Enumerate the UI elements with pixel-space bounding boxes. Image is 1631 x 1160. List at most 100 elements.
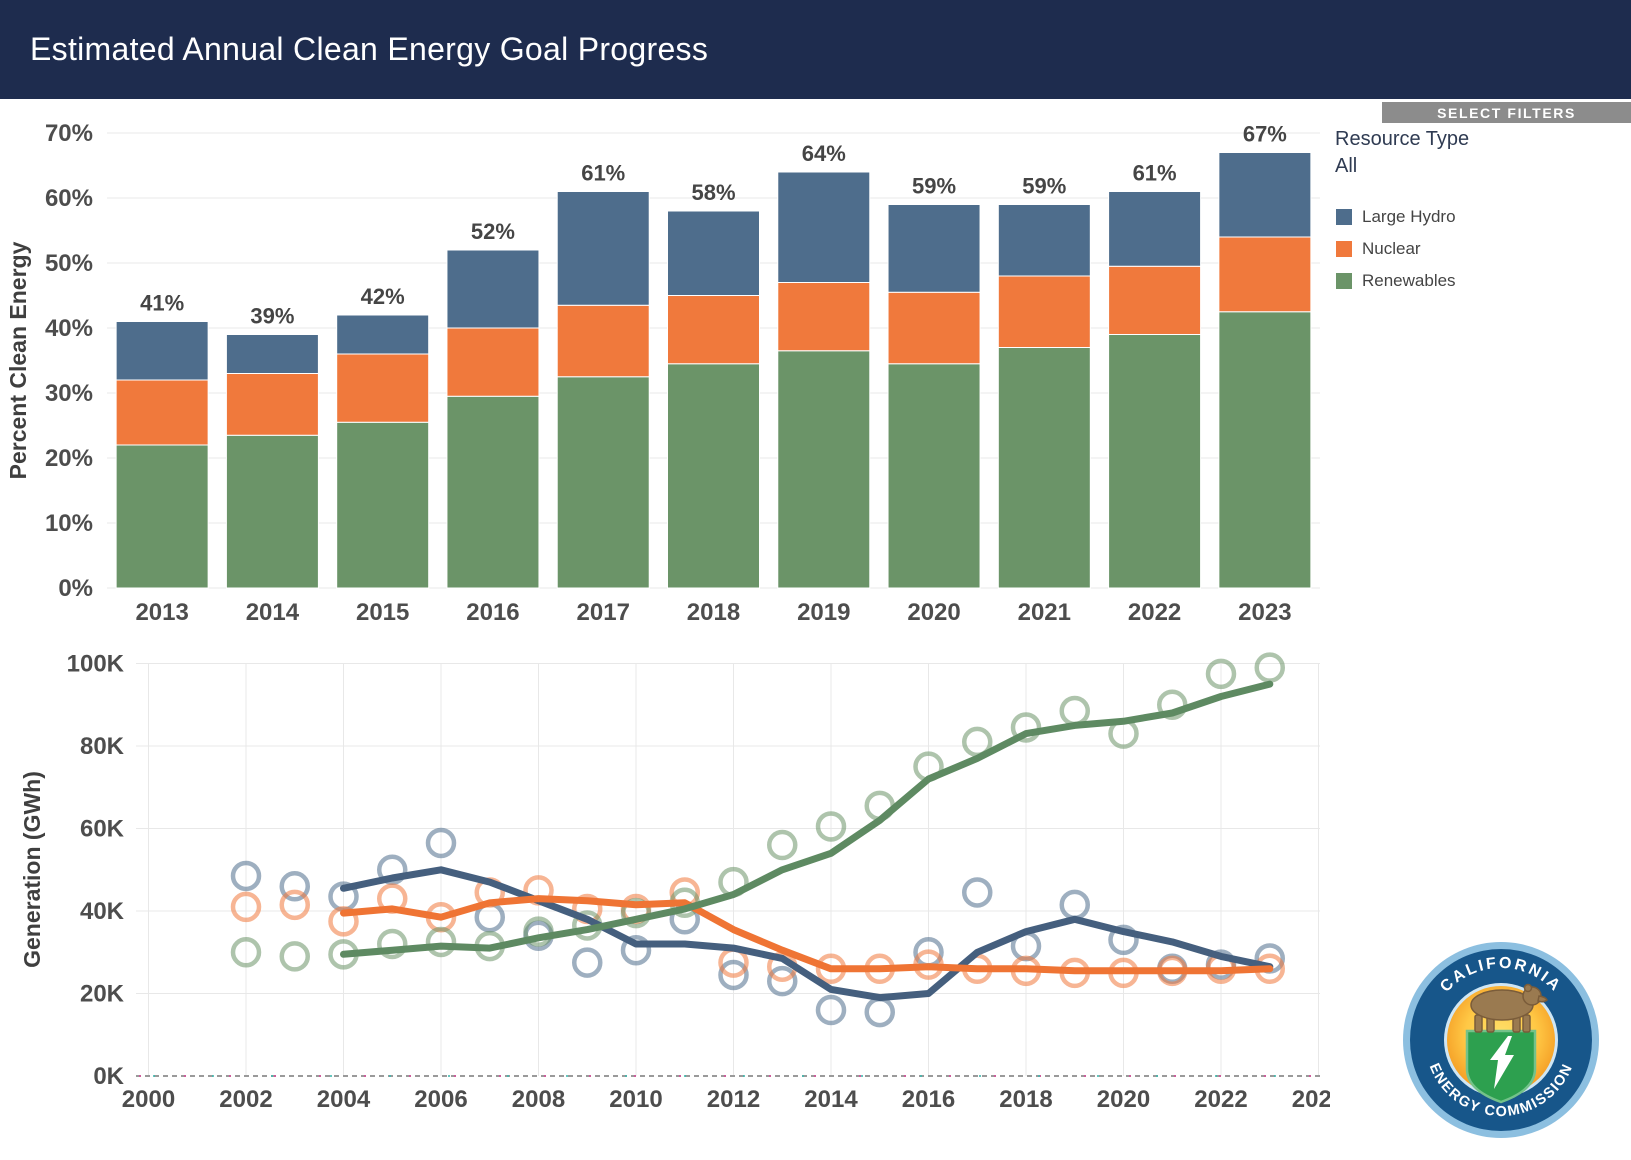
scatter-point-renewables-2005[interactable] [377, 928, 408, 960]
bar-segment-2017-large-hydro[interactable] [556, 191, 650, 306]
bar-segment-2019-renewables[interactable] [777, 350, 871, 589]
scatter-series-large-hydro [230, 827, 1285, 1028]
bar-segment-2015-renewables[interactable] [336, 421, 430, 589]
y-axis-tick-label: 40K [80, 898, 125, 925]
x-axis-tick-label: 2023 [1238, 599, 1291, 626]
bar-segment-2016-renewables[interactable] [446, 395, 540, 589]
scatter-point-nuclear-2003[interactable] [279, 889, 310, 921]
scatter-point-large-hydro-2010[interactable] [620, 934, 652, 966]
bar-segment-2015-large-hydro[interactable] [336, 314, 430, 355]
bar-segment-2013-nuclear[interactable] [115, 379, 209, 446]
bar-segment-2021-large-hydro[interactable] [997, 204, 1091, 277]
renewables-swatch-icon [1336, 273, 1352, 289]
bar-group-2017[interactable] [556, 191, 650, 589]
bar-segment-2018-nuclear[interactable] [667, 295, 760, 365]
scatter-point-large-hydro-2002[interactable] [230, 860, 262, 892]
bar-segment-2017-renewables[interactable] [556, 376, 650, 589]
scatter-point-renewables-2003[interactable] [279, 941, 310, 972]
bar-segment-2013-renewables[interactable] [115, 444, 209, 589]
legend-label: Large Hydro [1362, 207, 1456, 226]
scatter-point-large-hydro-2005[interactable] [377, 854, 408, 885]
bar-segment-2020-large-hydro[interactable] [887, 204, 981, 293]
scatter-point-large-hydro-2015[interactable] [864, 996, 895, 1028]
bar-segment-2016-nuclear[interactable] [446, 327, 540, 397]
x-axis-tick-label: 2010 [609, 1086, 662, 1113]
scatter-point-large-hydro-2017[interactable] [962, 877, 993, 908]
bar-segment-2021-nuclear[interactable] [997, 275, 1091, 348]
bar-segment-2021-renewables[interactable] [997, 347, 1091, 589]
scatter-point-renewables-2013[interactable] [767, 829, 798, 861]
scatter-point-large-hydro-2012[interactable] [718, 959, 749, 991]
scatter-point-large-hydro-2006[interactable] [425, 827, 457, 859]
scatter-point-renewables-2006[interactable] [425, 926, 457, 958]
bar-segment-2023-renewables[interactable] [1218, 311, 1312, 589]
scatter-point-large-hydro-2014[interactable] [815, 994, 847, 1026]
legend-item-renewables[interactable]: Renewables [1336, 271, 1456, 291]
x-axis-tick-label: 2013 [135, 599, 188, 626]
scatter-point-large-hydro-2019[interactable] [1059, 889, 1090, 921]
scatter-point-renewables-2014[interactable] [815, 811, 847, 842]
bar-segment-2022-nuclear[interactable] [1108, 265, 1202, 335]
scatter-point-large-hydro-2003[interactable] [279, 871, 310, 902]
scatter-point-large-hydro-2020[interactable] [1108, 924, 1139, 956]
scatter-point-renewables-2002[interactable] [230, 937, 262, 968]
scatter-point-nuclear-2004[interactable] [328, 906, 359, 937]
scatter-point-renewables-2023[interactable] [1254, 652, 1285, 683]
x-axis-tick-label: 2021 [1018, 599, 1071, 626]
scatter-point-large-hydro-2009[interactable] [572, 947, 603, 978]
x-axis-tick-label: 2008 [512, 1086, 565, 1113]
bar-segment-2022-renewables[interactable] [1108, 334, 1202, 589]
bar-segment-2022-large-hydro[interactable] [1108, 191, 1202, 267]
scatter-point-large-hydro-2013[interactable] [767, 965, 798, 997]
bar-group-2015[interactable] [336, 314, 430, 589]
bar-group-2022[interactable] [1108, 191, 1202, 589]
legend-item-nuclear[interactable]: Nuclear [1336, 239, 1456, 259]
scatter-point-renewables-2022[interactable] [1205, 658, 1237, 690]
bar-group-2023[interactable] [1218, 152, 1312, 589]
scatter-point-renewables-2008[interactable] [523, 916, 554, 947]
legend-label: Nuclear [1362, 239, 1421, 258]
x-axis-tick-label: 2016 [466, 599, 519, 626]
bar-segment-2019-large-hydro[interactable] [777, 171, 871, 283]
bar-total-label: 42% [361, 284, 405, 309]
bar-segment-2018-large-hydro[interactable] [667, 210, 760, 296]
trend-line-renewables[interactable] [340, 680, 1274, 958]
bar-group-2019[interactable] [777, 171, 871, 589]
bar-segment-2023-large-hydro[interactable] [1218, 152, 1312, 238]
page-title: Estimated Annual Clean Energy Goal Progr… [30, 31, 709, 67]
bar-group-2014[interactable] [225, 334, 319, 589]
trend-line-nuclear[interactable] [340, 895, 1274, 975]
trend-line-large-hydro[interactable] [340, 866, 1274, 1002]
legend-label: Renewables [1362, 271, 1456, 290]
bar-segment-2020-renewables[interactable] [887, 363, 981, 589]
generation-gwh-chart[interactable]: 2000 2002 2004 2006 2008 2010 2012 2014 2016 2018… [0, 629, 1330, 1160]
bar-group-2016[interactable] [446, 249, 540, 589]
bar-segment-2019-nuclear[interactable] [777, 282, 871, 352]
x-axis-tick-label: 2015 [356, 599, 409, 626]
bar-total-label: 52% [471, 219, 515, 244]
filter-value-dropdown[interactable]: All [1335, 155, 1358, 177]
bar-segment-2015-nuclear[interactable] [336, 353, 430, 423]
percent-clean-energy-chart[interactable]: 0% 10% 20% 30% 40% 50% 60% 70% Percent Clean Ene… [0, 99, 1330, 629]
bar-segment-2023-nuclear[interactable] [1218, 236, 1312, 313]
scatter-point-nuclear-2002[interactable] [230, 891, 262, 923]
bar-segment-2018-renewables[interactable] [667, 363, 760, 589]
bar-segment-2013-large-hydro[interactable] [115, 321, 209, 381]
y-axis-tick-label: 10% [45, 510, 93, 537]
bar-group-2020[interactable] [887, 204, 981, 589]
legend-item-large-hydro[interactable]: Large Hydro [1336, 207, 1456, 227]
bar-segment-2020-nuclear[interactable] [887, 291, 981, 365]
bar-group-2021[interactable] [997, 204, 1091, 589]
bar-segment-2016-large-hydro[interactable] [446, 249, 540, 329]
bar-segment-2014-renewables[interactable] [225, 434, 319, 589]
y-axis-title: Percent Clean Energy [5, 241, 31, 479]
bar-segment-2014-large-hydro[interactable] [225, 334, 319, 374]
scatter-point-renewables-2018[interactable] [1010, 712, 1042, 743]
bar-total-label: 41% [140, 291, 184, 316]
bar-group-2013[interactable] [115, 321, 209, 589]
bar-segment-2014-nuclear[interactable] [225, 373, 319, 436]
scatter-point-renewables-2019[interactable] [1059, 695, 1090, 727]
scatter-point-renewables-2021[interactable] [1157, 689, 1188, 720]
bar-group-2018[interactable] [667, 210, 760, 589]
bar-segment-2017-nuclear[interactable] [556, 304, 650, 378]
